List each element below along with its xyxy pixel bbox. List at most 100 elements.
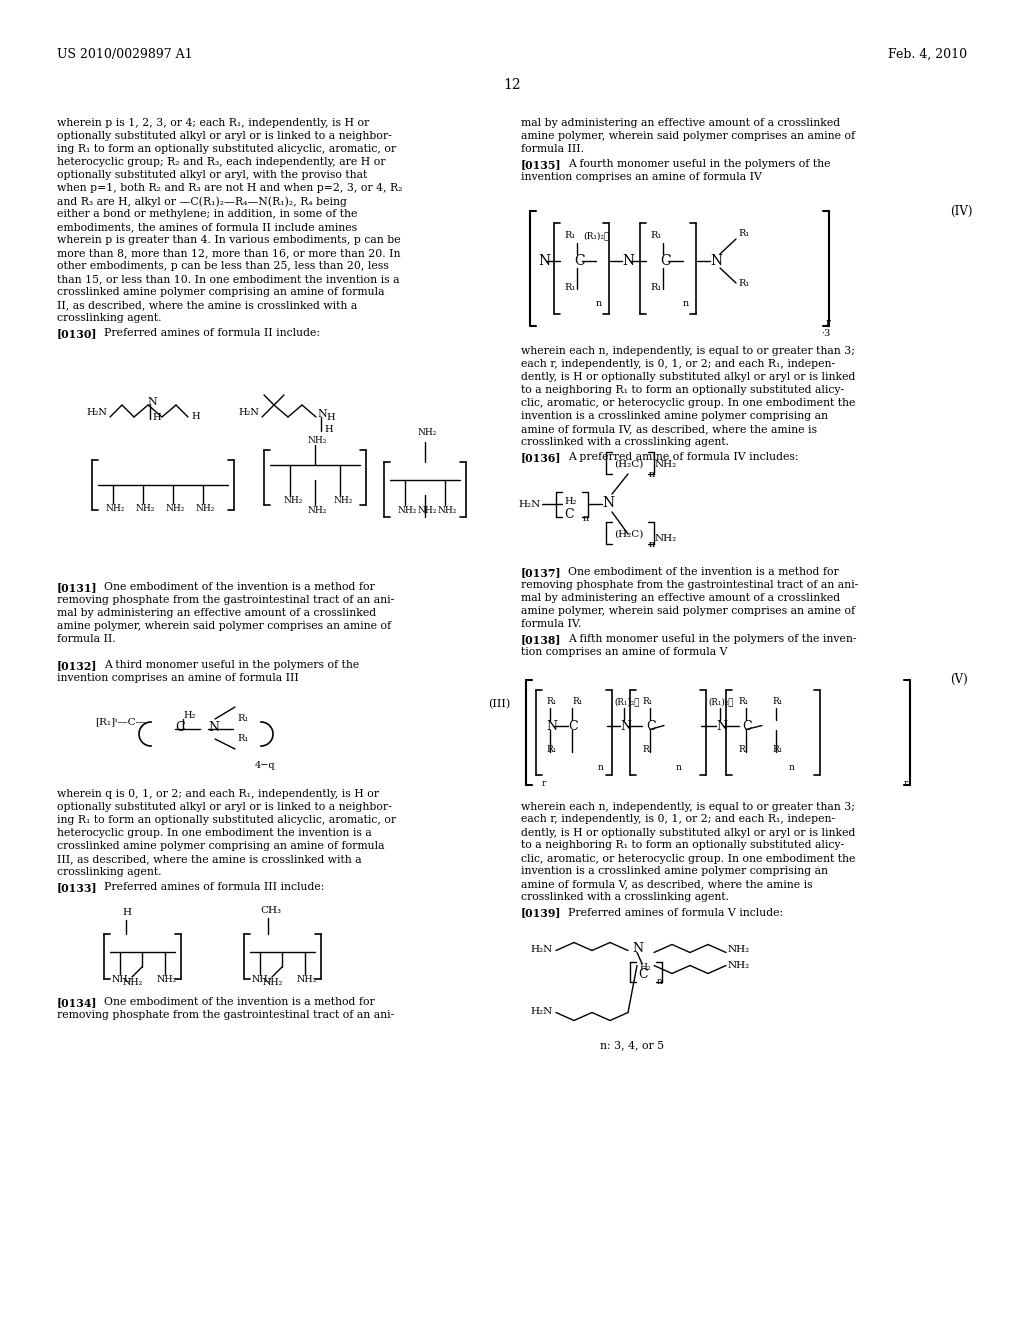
Text: formula II.: formula II. bbox=[57, 634, 116, 644]
Text: R₁: R₁ bbox=[642, 744, 652, 754]
Text: heterocyclic group. In one embodiment the invention is a: heterocyclic group. In one embodiment th… bbox=[57, 828, 372, 838]
Text: [0133]: [0133] bbox=[57, 882, 97, 894]
Text: R₁: R₁ bbox=[564, 231, 575, 240]
Text: NH₂: NH₂ bbox=[196, 504, 215, 513]
Text: [0136]: [0136] bbox=[521, 451, 561, 463]
Text: R₁: R₁ bbox=[650, 282, 662, 292]
Text: R₁: R₁ bbox=[738, 228, 750, 238]
Text: NH₂: NH₂ bbox=[308, 436, 328, 445]
Text: NH₂: NH₂ bbox=[728, 961, 751, 969]
Text: N: N bbox=[622, 253, 634, 268]
Text: r: r bbox=[826, 318, 830, 327]
Text: H: H bbox=[324, 425, 333, 434]
Text: invention comprises an amine of formula IV: invention comprises an amine of formula … bbox=[521, 172, 762, 182]
Text: NH₂: NH₂ bbox=[106, 504, 125, 513]
Text: CH₃: CH₃ bbox=[260, 906, 281, 915]
Text: Preferred amines of formula II include:: Preferred amines of formula II include: bbox=[104, 327, 319, 338]
Text: R₁: R₁ bbox=[772, 744, 782, 754]
Text: N: N bbox=[147, 397, 157, 407]
Text: tion comprises an amine of formula V: tion comprises an amine of formula V bbox=[521, 647, 727, 657]
Text: N: N bbox=[208, 721, 219, 734]
Text: n: 3, 4, or 5: n: 3, 4, or 5 bbox=[600, 1040, 665, 1051]
Text: dently, is H or optionally substituted alkyl or aryl or is linked: dently, is H or optionally substituted a… bbox=[521, 828, 855, 837]
Text: NH₂: NH₂ bbox=[728, 945, 751, 953]
Text: H: H bbox=[191, 412, 200, 421]
Text: heterocyclic group; R₂ and R₃, each independently, are H or: heterocyclic group; R₂ and R₃, each inde… bbox=[57, 157, 385, 168]
Text: C: C bbox=[564, 508, 573, 521]
Text: optionally substituted alkyl or aryl, with the proviso that: optionally substituted alkyl or aryl, wi… bbox=[57, 170, 368, 180]
Text: [0137]: [0137] bbox=[521, 568, 561, 578]
Text: [0131]: [0131] bbox=[57, 582, 97, 593]
Text: invention comprises an amine of formula III: invention comprises an amine of formula … bbox=[57, 673, 299, 682]
Text: NH₂: NH₂ bbox=[112, 975, 132, 983]
Text: II, as described, where the amine is crosslinked with a: II, as described, where the amine is cro… bbox=[57, 300, 357, 310]
Text: One embodiment of the invention is a method for: One embodiment of the invention is a met… bbox=[568, 568, 839, 577]
Text: [R₁]ⁱ—C—: [R₁]ⁱ—C— bbox=[95, 717, 146, 726]
Text: to a neighboring R₁ to form an optionally substituted alicy-: to a neighboring R₁ to form an optionall… bbox=[521, 841, 844, 850]
Text: wherein q is 0, 1, or 2; and each R₁, independently, is H or: wherein q is 0, 1, or 2; and each R₁, in… bbox=[57, 789, 379, 799]
Text: (III): (III) bbox=[488, 700, 510, 709]
Text: 12: 12 bbox=[503, 78, 521, 92]
Text: NH₂: NH₂ bbox=[655, 535, 677, 543]
Text: C: C bbox=[638, 968, 647, 981]
Text: C: C bbox=[646, 719, 655, 733]
Text: N: N bbox=[716, 719, 727, 733]
Text: (R₁)₂₏: (R₁)₂₏ bbox=[708, 697, 733, 706]
Text: [0132]: [0132] bbox=[57, 660, 97, 671]
Text: amine of formula V, as described, where the amine is: amine of formula V, as described, where … bbox=[521, 879, 813, 890]
Text: mal by administering an effective amount of a crosslinked: mal by administering an effective amount… bbox=[521, 117, 840, 128]
Text: C: C bbox=[742, 719, 752, 733]
Text: N: N bbox=[710, 253, 722, 268]
Text: A fifth monomer useful in the polymers of the inven-: A fifth monomer useful in the polymers o… bbox=[568, 634, 856, 644]
Text: ing R₁ to form an optionally substituted alicyclic, aromatic, or: ing R₁ to form an optionally substituted… bbox=[57, 814, 396, 825]
Text: n: n bbox=[649, 470, 655, 479]
Text: R₁: R₁ bbox=[650, 231, 662, 240]
Text: optionally substituted alkyl or aryl or is linked to a neighbor-: optionally substituted alkyl or aryl or … bbox=[57, 803, 392, 812]
Text: R₁: R₁ bbox=[572, 697, 583, 706]
Text: N: N bbox=[317, 409, 327, 418]
Text: NH₂: NH₂ bbox=[166, 504, 185, 513]
Text: [0135]: [0135] bbox=[521, 158, 561, 170]
Text: C: C bbox=[175, 721, 184, 734]
Text: NH₂: NH₂ bbox=[655, 459, 677, 469]
Text: R₁: R₁ bbox=[546, 744, 556, 754]
Text: A fourth monomer useful in the polymers of the: A fourth monomer useful in the polymers … bbox=[568, 158, 830, 169]
Text: (IV): (IV) bbox=[950, 205, 973, 218]
Text: n: n bbox=[676, 763, 682, 771]
Text: H: H bbox=[326, 413, 335, 422]
Text: [0139]: [0139] bbox=[521, 908, 561, 919]
Text: invention is a crosslinked amine polymer comprising an: invention is a crosslinked amine polymer… bbox=[521, 411, 828, 421]
Text: each r, independently, is 0, 1, or 2; and each R₁, indepen-: each r, independently, is 0, 1, or 2; an… bbox=[521, 814, 836, 825]
Text: H₂: H₂ bbox=[183, 711, 196, 719]
Text: removing phosphate from the gastrointestinal tract of an ani-: removing phosphate from the gastrointest… bbox=[57, 595, 394, 605]
Text: ing R₁ to form an optionally substituted alicyclic, aromatic, or: ing R₁ to form an optionally substituted… bbox=[57, 144, 396, 154]
Text: wherein each n, independently, is equal to or greater than 3;: wherein each n, independently, is equal … bbox=[521, 346, 855, 356]
Text: H: H bbox=[122, 908, 131, 917]
Text: when p=1, both R₂ and R₃ are not H and when p=2, 3, or 4, R₂: when p=1, both R₂ and R₃ are not H and w… bbox=[57, 183, 402, 193]
Text: NH₂: NH₂ bbox=[333, 496, 352, 506]
Text: R₁: R₁ bbox=[546, 697, 556, 706]
Text: [0138]: [0138] bbox=[521, 634, 561, 645]
Text: amine polymer, wherein said polymer comprises an amine of: amine polymer, wherein said polymer comp… bbox=[521, 131, 855, 141]
Text: A preferred amine of formula IV includes:: A preferred amine of formula IV includes… bbox=[568, 451, 799, 462]
Text: removing phosphate from the gastrointestinal tract of an ani-: removing phosphate from the gastrointest… bbox=[521, 579, 858, 590]
Text: 4−q: 4−q bbox=[255, 762, 275, 770]
Text: Preferred amines of formula V include:: Preferred amines of formula V include: bbox=[568, 908, 783, 917]
Text: H₂N: H₂N bbox=[530, 945, 552, 954]
Text: dently, is H or optionally substituted alkyl or aryl or is linked: dently, is H or optionally substituted a… bbox=[521, 372, 855, 381]
Text: more than 8, more than 12, more than 16, or more than 20. In: more than 8, more than 12, more than 16,… bbox=[57, 248, 400, 257]
Text: [0130]: [0130] bbox=[57, 327, 97, 339]
Text: H₂N: H₂N bbox=[238, 408, 259, 417]
Text: (R₁)₂₏: (R₁)₂₏ bbox=[614, 697, 639, 706]
Text: other embodiments, p can be less than 25, less than 20, less: other embodiments, p can be less than 25… bbox=[57, 261, 389, 271]
Text: A third monomer useful in the polymers of the: A third monomer useful in the polymers o… bbox=[104, 660, 359, 671]
Text: C: C bbox=[568, 719, 578, 733]
Text: NH₂: NH₂ bbox=[157, 975, 177, 983]
Text: N: N bbox=[538, 253, 550, 268]
Text: NH₂: NH₂ bbox=[418, 506, 437, 515]
Text: H₂N: H₂N bbox=[530, 1007, 552, 1016]
Text: N: N bbox=[632, 942, 643, 956]
Text: ·3: ·3 bbox=[821, 329, 830, 338]
Text: NH₂: NH₂ bbox=[308, 506, 328, 515]
Text: mal by administering an effective amount of a crosslinked: mal by administering an effective amount… bbox=[57, 609, 376, 618]
